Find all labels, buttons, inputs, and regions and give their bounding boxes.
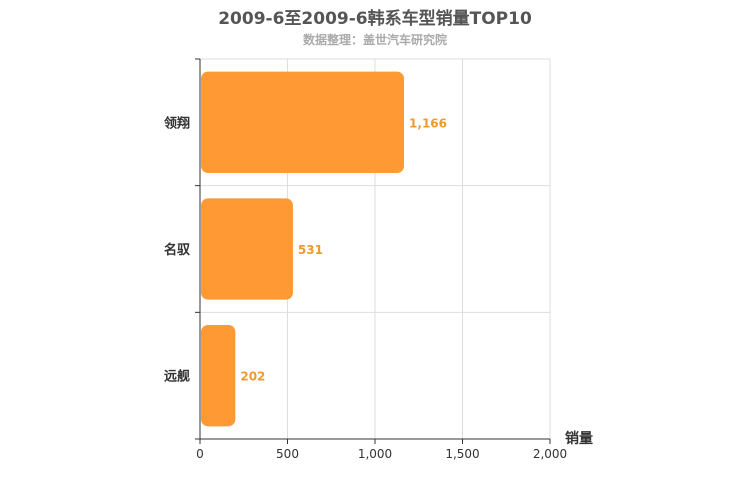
data-label: 531 [298,243,323,257]
x-axis-label: 销量 [565,430,593,447]
bar [201,198,293,300]
data-label: 202 [240,370,265,384]
data-label: 1,166 [409,116,447,130]
category-label: 名驭 [164,242,191,258]
chart-subtitle: 数据整理：盖世汽车研究院 [302,33,447,47]
x-tick-label: 1,000 [358,447,392,461]
bar [201,71,405,173]
category-label: 远舰 [164,369,190,385]
x-tick-label: 500 [276,447,299,461]
bar [201,325,236,427]
x-tick-label: 2,000 [533,447,567,461]
x-tick-label: 0 [196,447,204,461]
chart-title: 2009-6至2009-6韩系车型销量TOP10 [218,9,532,29]
category-label: 领翔 [164,115,190,131]
x-tick-label: 1,500 [445,447,479,461]
bars-group: 1,166 531 202 [201,71,447,427]
